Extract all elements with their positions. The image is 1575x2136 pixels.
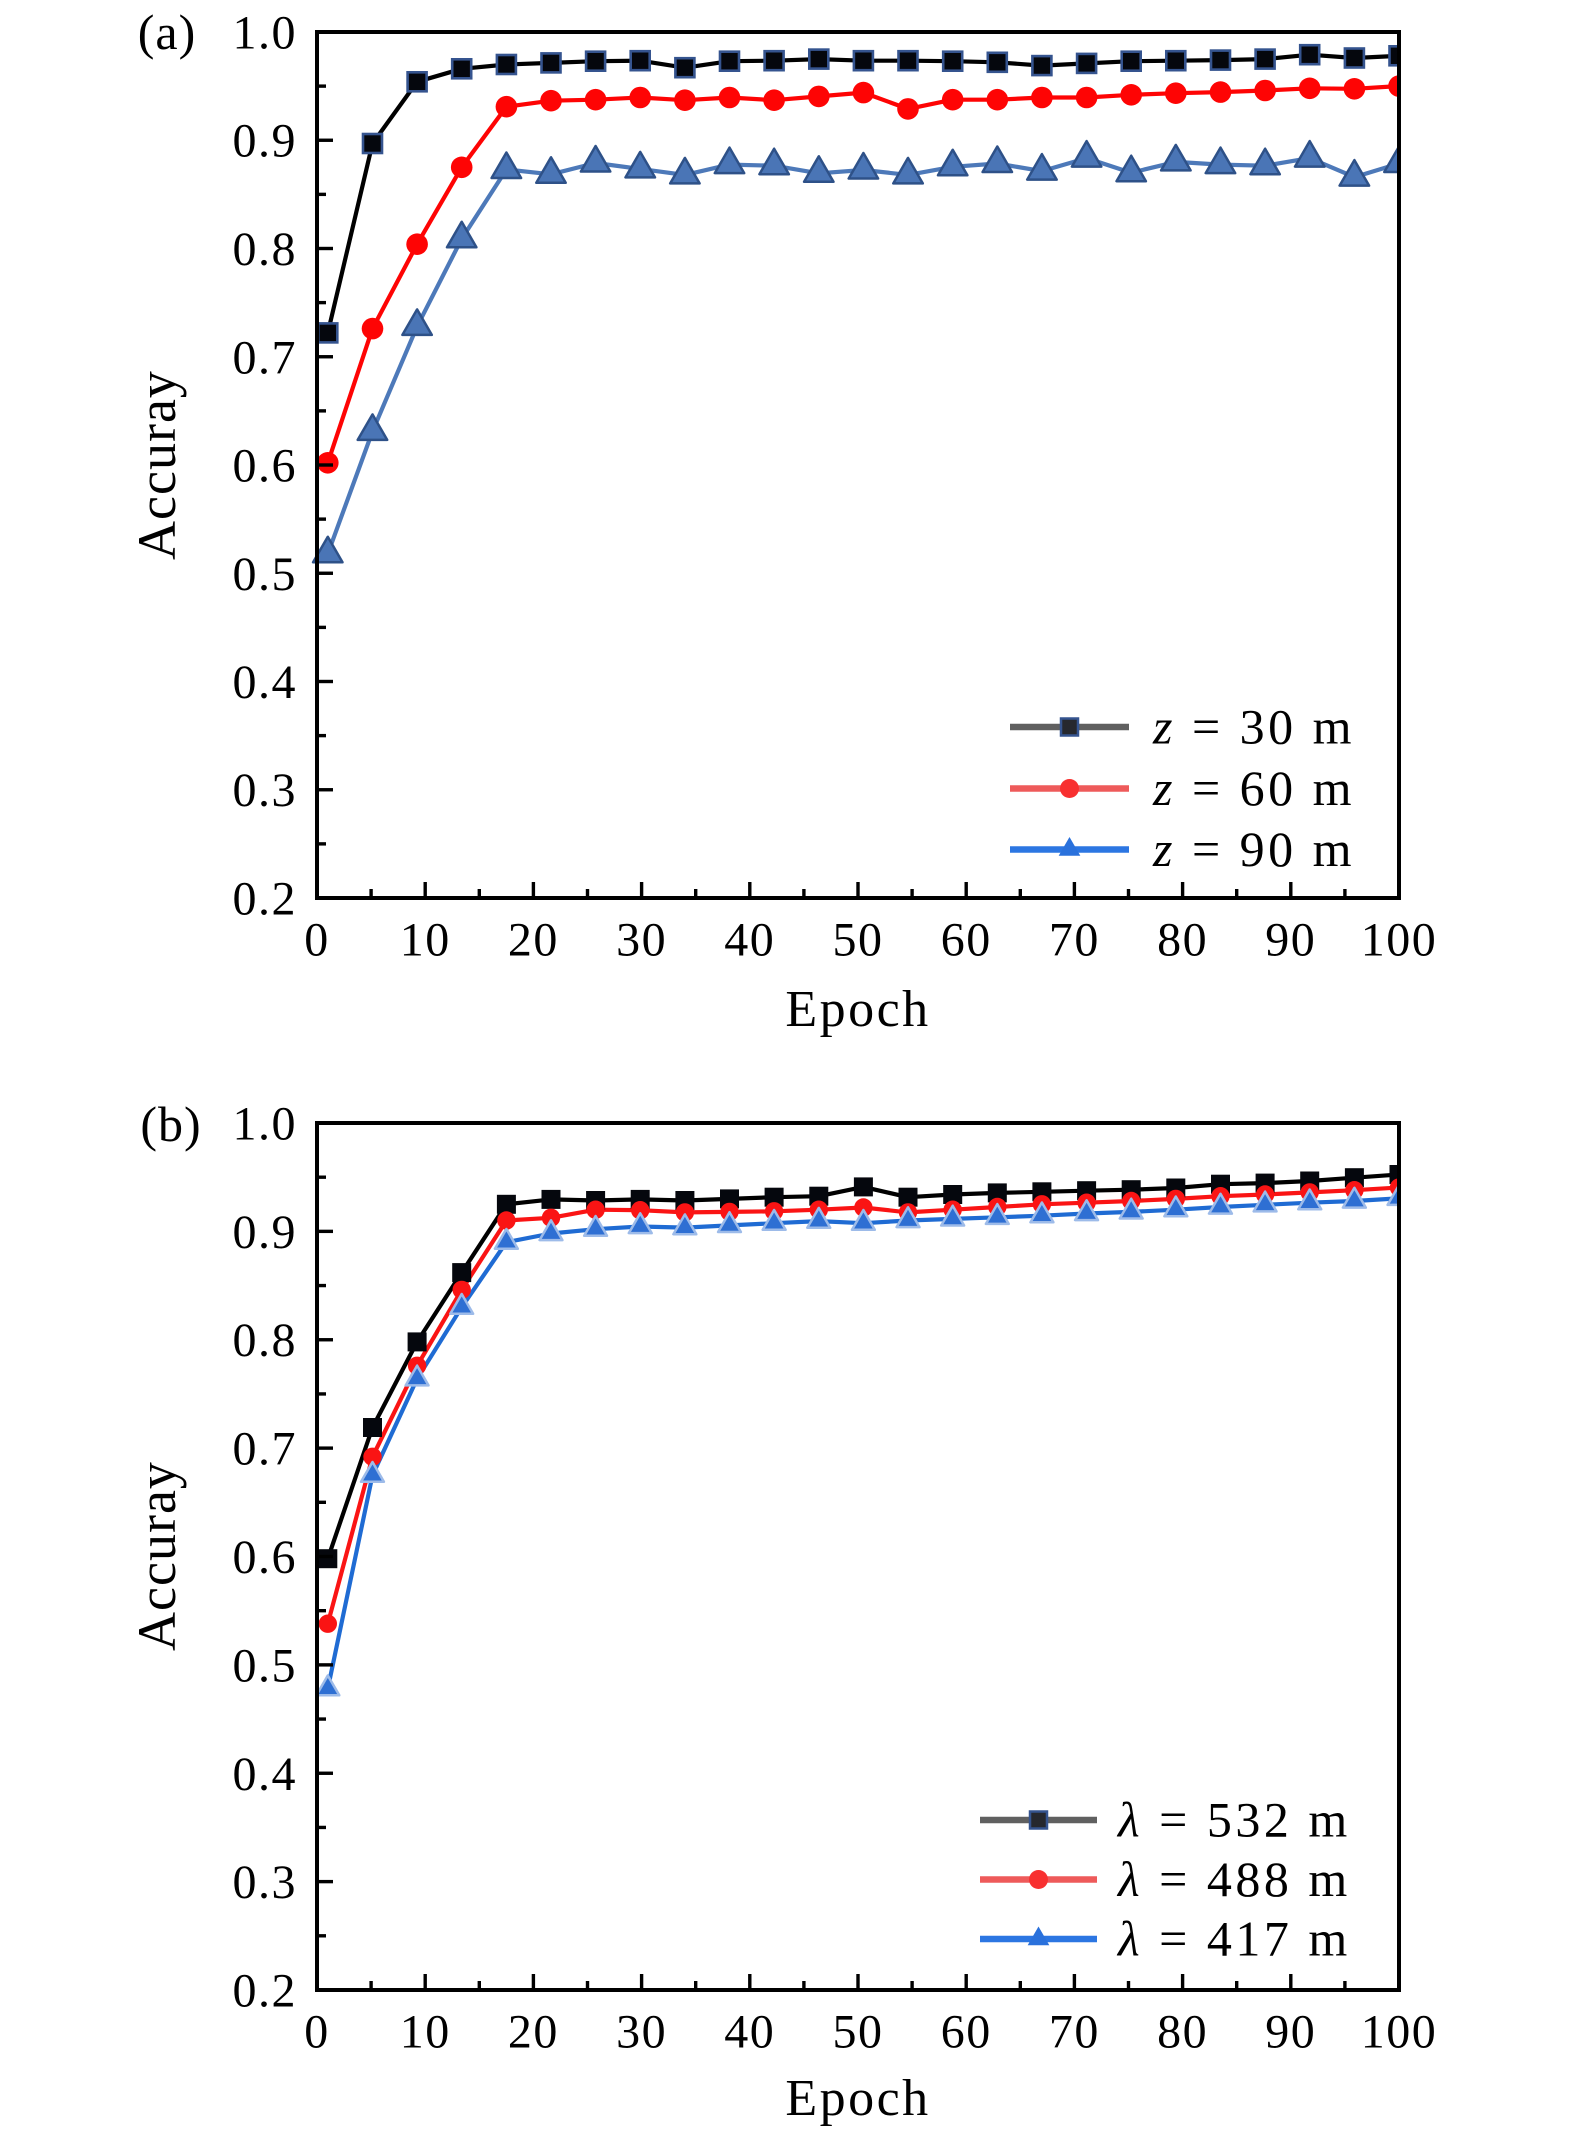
svg-text:z = 60 m: z = 60 m <box>1152 760 1355 816</box>
svg-text:50: 50 <box>833 2006 884 2059</box>
svg-text:1.0: 1.0 <box>233 7 298 60</box>
svg-text:90: 90 <box>1265 2006 1316 2059</box>
svg-text:(a): (a) <box>138 4 197 60</box>
svg-text:z = 90 m: z = 90 m <box>1152 821 1355 877</box>
svg-text:0.3: 0.3 <box>233 1856 298 1909</box>
svg-text:60: 60 <box>941 2006 992 2059</box>
svg-text:0.8: 0.8 <box>233 223 298 276</box>
svg-text:0.7: 0.7 <box>233 331 298 384</box>
svg-text:0.6: 0.6 <box>233 440 298 493</box>
svg-text:λ = 532 m: λ = 532 m <box>1116 1792 1351 1848</box>
svg-text:0.2: 0.2 <box>233 873 298 926</box>
svg-text:0.9: 0.9 <box>233 1206 298 1259</box>
svg-text:(b): (b) <box>140 1096 201 1152</box>
svg-text:0.3: 0.3 <box>233 764 298 817</box>
svg-text:Accuray: Accuray <box>127 370 187 560</box>
svg-text:10: 10 <box>400 2006 451 2059</box>
svg-text:Epoch: Epoch <box>785 2070 930 2127</box>
svg-text:Accuray: Accuray <box>127 1461 187 1651</box>
svg-text:90: 90 <box>1265 914 1316 967</box>
svg-text:80: 80 <box>1157 914 1208 967</box>
svg-text:0.5: 0.5 <box>233 548 298 601</box>
svg-text:30: 30 <box>616 2006 667 2059</box>
svg-text:0.4: 0.4 <box>233 656 298 709</box>
svg-text:100: 100 <box>1361 914 1438 967</box>
svg-text:0.4: 0.4 <box>233 1748 298 1801</box>
svg-text:0: 0 <box>304 2006 330 2059</box>
svg-text:0.6: 0.6 <box>233 1531 298 1584</box>
svg-text:1.0: 1.0 <box>233 1098 298 1151</box>
svg-text:0: 0 <box>304 914 330 967</box>
svg-text:λ = 417 m: λ = 417 m <box>1116 1911 1351 1967</box>
svg-text:60: 60 <box>941 914 992 967</box>
svg-text:30: 30 <box>616 914 667 967</box>
svg-text:0.2: 0.2 <box>233 1965 298 2018</box>
svg-text:50: 50 <box>833 914 884 967</box>
svg-text:20: 20 <box>508 914 559 967</box>
svg-text:100: 100 <box>1361 2006 1438 2059</box>
svg-text:λ = 488 m: λ = 488 m <box>1116 1851 1351 1907</box>
svg-text:0.8: 0.8 <box>233 1314 298 1367</box>
svg-text:z = 30 m: z = 30 m <box>1152 699 1355 755</box>
svg-text:40: 40 <box>724 914 775 967</box>
svg-text:70: 70 <box>1049 2006 1100 2059</box>
svg-text:70: 70 <box>1049 914 1100 967</box>
svg-text:0.7: 0.7 <box>233 1423 298 1476</box>
svg-text:20: 20 <box>508 2006 559 2059</box>
svg-text:0.9: 0.9 <box>233 115 298 168</box>
svg-text:0.5: 0.5 <box>233 1639 298 1692</box>
svg-text:Epoch: Epoch <box>785 981 930 1038</box>
svg-text:40: 40 <box>724 2006 775 2059</box>
svg-text:10: 10 <box>400 914 451 967</box>
svg-text:80: 80 <box>1157 2006 1208 2059</box>
